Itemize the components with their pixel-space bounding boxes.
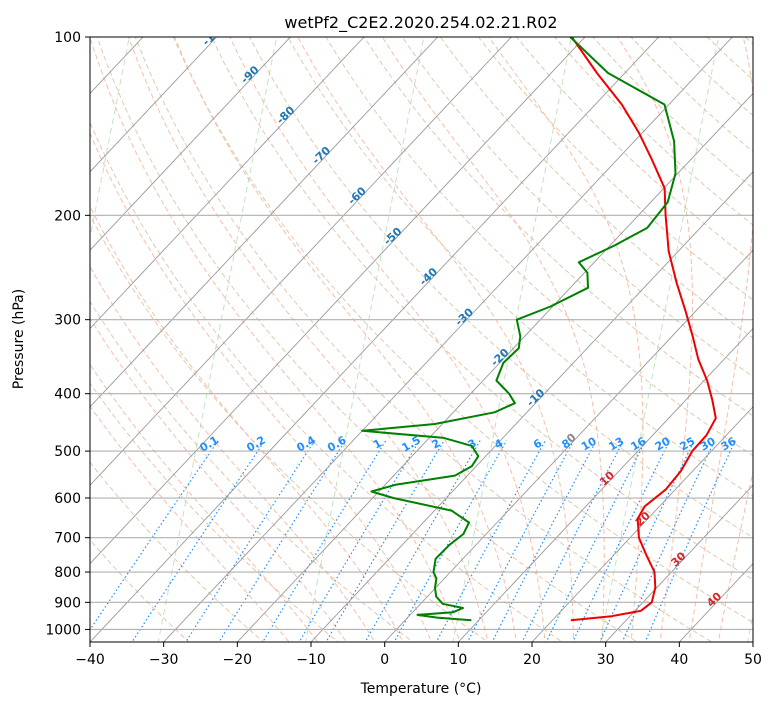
isotherm-line xyxy=(90,37,512,486)
moist-adiabat-line xyxy=(90,205,404,642)
y-tick-label: 600 xyxy=(54,491,81,507)
y-tick-label: 900 xyxy=(54,595,81,611)
dry-adiabat-line xyxy=(96,37,638,642)
mixing-ratio-line xyxy=(218,440,346,642)
x-tick-label: 0 xyxy=(380,652,389,668)
moist-adiabat-line xyxy=(717,468,753,642)
moist-adiabat-line xyxy=(90,132,432,642)
mixing-ratio-line xyxy=(466,440,575,642)
y-tick-label: 200 xyxy=(54,208,81,224)
dry-adiabat-line xyxy=(249,37,753,539)
x-axis: −40 −30 −20 −10 0 10 20 30 40 50 xyxy=(75,642,762,668)
dry-adiabat-line xyxy=(172,37,753,624)
x-tick-label: 40 xyxy=(670,652,688,668)
isotherm-line xyxy=(163,37,733,642)
series-lines xyxy=(361,37,717,622)
isotherm-label: -100 xyxy=(200,20,229,49)
x-axis-title: Temperature (°C) xyxy=(360,681,482,697)
mixing-ratio-line xyxy=(572,440,671,642)
isotherm-line xyxy=(458,327,753,642)
isotherm-line xyxy=(384,249,753,642)
moist-adiabat-line xyxy=(128,37,489,642)
mixing-ratio-line xyxy=(90,440,219,631)
isotherm-line xyxy=(605,484,753,642)
mixing-ratio-line xyxy=(435,440,546,642)
green-dashed-line xyxy=(452,37,572,642)
y-tick-label: 800 xyxy=(54,565,81,581)
pressure-gridlines xyxy=(90,37,753,630)
isotherm-line xyxy=(90,37,439,408)
green-dashed-line xyxy=(305,37,425,642)
dry-adiabat-line xyxy=(363,37,753,417)
dry-adiabat-line xyxy=(134,37,713,642)
isotherm-line xyxy=(90,37,218,173)
green-dashed-line xyxy=(157,37,278,642)
isotherm-line xyxy=(310,171,753,642)
y-tick-label: 500 xyxy=(54,444,81,460)
temperature-line xyxy=(570,37,717,622)
dry-adiabat-line xyxy=(90,461,265,642)
x-tick-label: −40 xyxy=(75,652,105,668)
chart-title: wetPf2_C2E2.2020.254.02.21.R02 xyxy=(284,13,557,33)
dry-adiabat-line xyxy=(90,382,340,642)
isotherm-line xyxy=(90,37,365,330)
x-tick-label: 30 xyxy=(597,652,615,668)
moist-adiabat-line xyxy=(229,37,546,642)
dry-adiabat-line xyxy=(90,300,414,642)
mixing-ratio-line xyxy=(298,440,420,642)
mixing-ratio-line xyxy=(325,440,445,642)
y-tick-label: 1000 xyxy=(45,622,81,638)
mixing-ratio-line xyxy=(644,440,736,642)
y-tick-label: 100 xyxy=(54,30,81,46)
dry-adiabat-line xyxy=(287,37,753,497)
plot-frame xyxy=(89,36,754,643)
dry-adiabat-line xyxy=(401,37,753,378)
y-axis: 100 200 300 400 500 600 700 800 900 1000 xyxy=(45,30,90,638)
y-tick-label: 400 xyxy=(54,387,81,403)
isotherm-line xyxy=(90,37,291,251)
dewpoint-line xyxy=(361,37,677,622)
x-tick-label: 10 xyxy=(449,652,467,668)
isotherm-line xyxy=(90,37,586,565)
x-tick-label: 50 xyxy=(744,652,762,668)
isotherm-line xyxy=(531,406,753,642)
green-dashed-line xyxy=(599,37,720,642)
x-tick-label: −30 xyxy=(149,652,179,668)
x-tick-label: −10 xyxy=(296,652,326,668)
mixing-ratio-line xyxy=(545,440,647,642)
y-axis-title: Pressure (hPa) xyxy=(11,289,27,389)
mixing-ratio-line xyxy=(364,440,481,642)
dry-adiabats xyxy=(90,37,753,642)
isotherm-line xyxy=(237,92,753,642)
isotherm-line xyxy=(90,37,660,642)
mixing-ratio-line xyxy=(491,440,597,642)
x-tick-label: 20 xyxy=(523,652,541,668)
moist-adiabat-line xyxy=(617,37,693,642)
y-tick-label: 700 xyxy=(54,531,81,547)
x-tick-label: −20 xyxy=(223,652,253,668)
dry-adiabat-line xyxy=(90,214,489,642)
moist-adiabat-line xyxy=(688,37,753,642)
mixing-ratio-line xyxy=(621,440,716,642)
skewed-isotherms xyxy=(90,37,753,642)
dry-adiabat-line xyxy=(90,121,564,642)
mixing-ratio-line xyxy=(521,440,625,642)
y-tick-label: 300 xyxy=(54,313,81,329)
green-dashed-lines xyxy=(90,37,753,642)
